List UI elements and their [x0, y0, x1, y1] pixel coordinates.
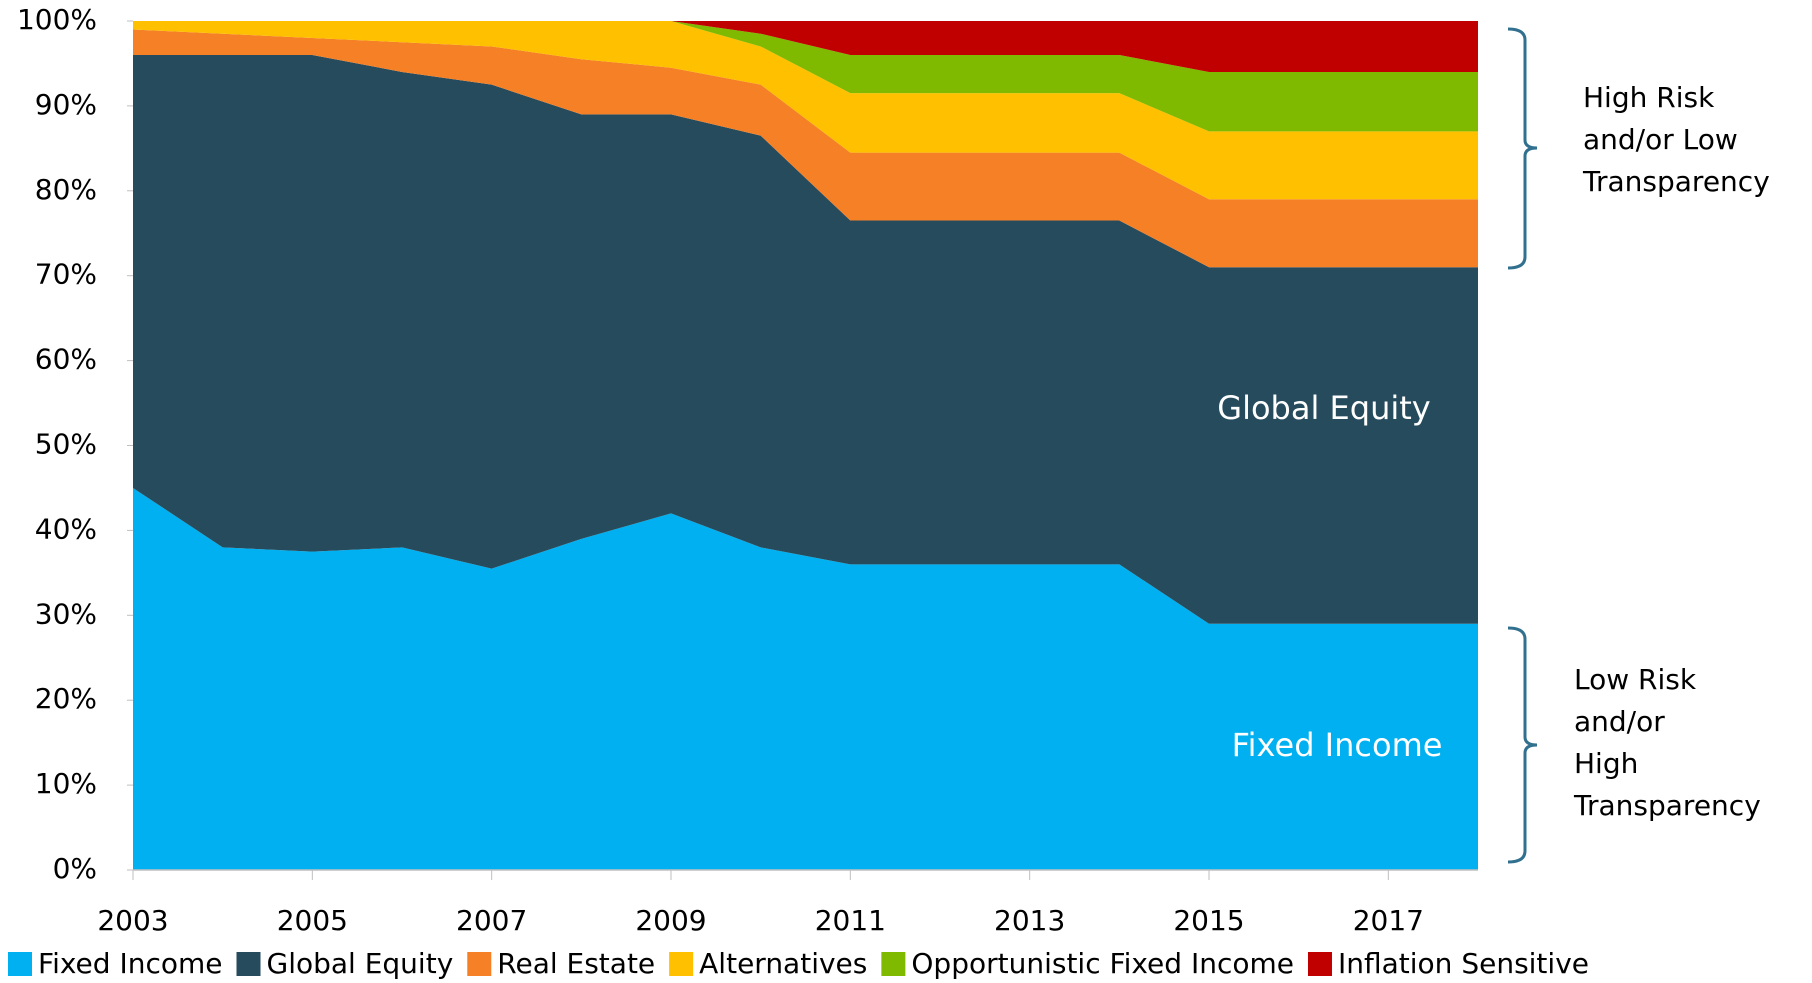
area	[133, 21, 1478, 132]
x-tick-label: 2015	[1173, 904, 1244, 937]
y-tick-label: 50%	[35, 428, 97, 461]
x-tick-label: 2017	[1353, 904, 1424, 937]
y-tick-label: 20%	[35, 682, 97, 715]
annotation: Fixed Income	[1232, 726, 1443, 764]
y-tick-label: 30%	[35, 597, 97, 630]
legend-swatch	[8, 952, 32, 976]
x-tick-label: 2009	[635, 904, 706, 937]
plot-area	[133, 21, 1478, 870]
annotation: Transparency	[1582, 165, 1770, 198]
legend-swatch	[881, 952, 906, 976]
area	[133, 487, 1478, 870]
x-tick-label: 2011	[815, 904, 886, 937]
annotation: Low Risk	[1574, 663, 1697, 696]
y-tick-label: 60%	[35, 343, 97, 376]
area	[133, 29, 1478, 268]
annotation: High	[1574, 747, 1638, 780]
legend-label: Opportunistic Fixed Income	[911, 947, 1294, 980]
annotation: and/or Low	[1583, 123, 1738, 156]
x-tick-label: 2005	[277, 904, 348, 937]
legend-label: Inflation Sensitive	[1338, 947, 1589, 980]
annotation: and/or	[1574, 705, 1665, 738]
legend-swatch	[467, 952, 492, 976]
y-tick-label: 80%	[35, 173, 97, 206]
area	[133, 21, 1478, 72]
legend-label: Fixed Income	[38, 947, 223, 980]
y-tick-label: 70%	[35, 258, 97, 291]
x-tick-label: 2007	[456, 904, 527, 937]
legend-swatch	[236, 952, 261, 976]
y-tick-label: 90%	[35, 88, 97, 121]
y-tick-label: 100%	[17, 3, 97, 36]
bracket	[1507, 27, 1538, 270]
area	[133, 54, 1478, 624]
x-tick-label: 2003	[97, 904, 168, 937]
legend-label: Alternatives	[699, 947, 867, 980]
legend-label: Global Equity	[267, 947, 454, 980]
x-tick-label: 2013	[994, 904, 1065, 937]
annotation: High Risk	[1583, 81, 1715, 114]
y-tick-label: 0%	[53, 852, 97, 885]
area	[133, 21, 1478, 200]
annotation: Global Equity	[1217, 389, 1430, 427]
legend-swatch	[669, 952, 694, 976]
y-tick-label: 40%	[35, 512, 97, 545]
bracket	[1507, 626, 1538, 864]
annotation: Transparency	[1573, 789, 1761, 822]
legend-swatch	[1307, 952, 1332, 976]
legend-label: Real Estate	[497, 947, 655, 980]
y-tick-label: 10%	[35, 767, 97, 800]
